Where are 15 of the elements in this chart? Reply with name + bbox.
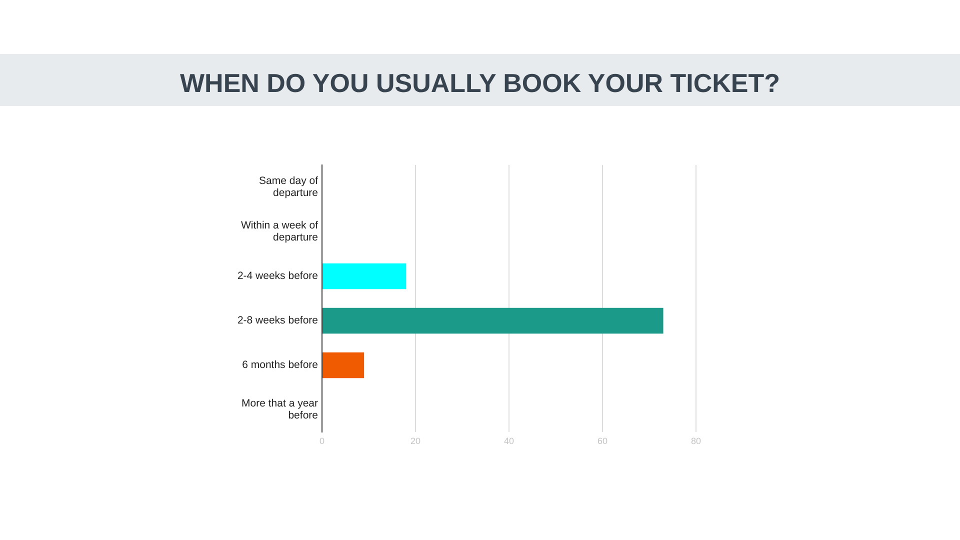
x-tick-label: 80 <box>690 436 702 446</box>
y-tick-label: Within a week of departure <box>240 220 318 244</box>
x-tick-label: 60 <box>597 436 608 446</box>
bar <box>322 308 664 334</box>
bar <box>322 263 406 290</box>
y-tick-label: More that a year before <box>242 398 319 422</box>
x-tick-label: 40 <box>504 436 514 446</box>
bar <box>322 352 364 378</box>
y-tick-label: Same day of departure <box>259 175 318 200</box>
chart-title: WHEN DO YOU USUALLY BOOK YOUR TICKET? <box>0 54 960 106</box>
x-tick-label: 20 <box>410 436 421 446</box>
y-tick-label: 2-8 weeks before <box>237 314 318 327</box>
x-tick-label: 0 <box>319 436 325 446</box>
y-tick-label: 2-4 weeks before <box>237 270 318 282</box>
y-tick-label: 6 months before <box>242 359 318 372</box>
